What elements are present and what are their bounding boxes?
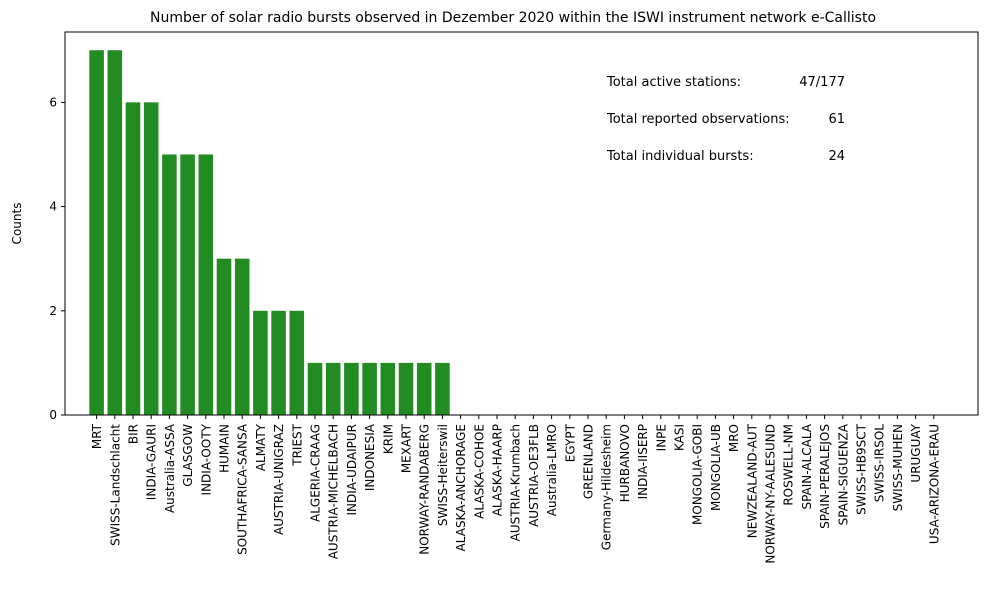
y-tick-label: 0 [49,408,57,422]
x-tick-label: INDIA-UDAIPUR [345,424,359,516]
bar-mexart [398,362,414,415]
x-tick-label: ALMATY [254,423,268,471]
x-tick-label: INPE [654,424,668,451]
plot-frame [64,31,979,416]
x-tick-label: ALASKA-COHOE [472,424,486,519]
bar-mrt [89,50,104,415]
x-tick-label: MONGOLIA-UB [709,424,723,511]
x-tick-label: KRIM [381,424,395,454]
x-tick-label: INDIA-OOTY [199,423,213,495]
x-tick-label: HUMAIN [218,424,232,473]
bar-humain [216,258,232,415]
annotation-label: Total active stations: [606,75,741,90]
bar-swiss-heiterswil [435,362,450,415]
x-tick-label: TRIEST [290,423,304,466]
x-tick-label: EGYPT [563,423,577,462]
x-tick-label: AUSTRIA-UNIGRAZ [272,424,286,535]
bar-australia-assa [162,154,177,415]
x-tick-label: Germany-Hildesheim [600,424,614,550]
bar-southafrica-sansa [234,258,250,415]
bar-krim [380,362,396,415]
x-tick-label: ROSWELL-NM [782,424,796,506]
annotation-box: Total active stations: 47/177 Total report… [606,75,845,164]
y-tick-label: 2 [49,304,57,318]
x-tick-label: SWISS-Heiterswil [436,424,450,526]
x-tick-label: GLASGOW [181,424,195,487]
x-tick-label: ALASKA-ANCHORAGE [454,424,468,551]
x-tick-label: NEWZEALAND-AUT [745,423,759,538]
x-tick-label: MRO [727,424,741,452]
y-axis-label: Counts [10,203,24,245]
x-tick-label: NORWAY-RANDABERG [418,424,432,555]
y-axis: 0 2 4 6 [49,95,65,422]
x-tick-label: HURBANOVO [618,424,632,502]
chart-title: Number of solar radio bursts observed in… [150,10,876,26]
x-tick-label: SWISS-IRSOL [873,424,887,503]
x-axis: MRT SWISS-Landschlacht BIR INDIA-GAURI Austr… [90,415,941,564]
bar-glasgow [180,154,195,415]
x-tick-label: AUSTRIA-OE3FLB [527,424,541,527]
x-tick-label: NORWAY-NY-AALESUND [764,424,778,564]
x-tick-label: INDIA-IISERP [636,424,650,499]
bar-india-udaipur [344,362,359,415]
y-tick-label: 6 [49,95,57,109]
x-tick-label: SPAIN-PERALEJOS [818,424,832,529]
x-tick-label: Australia-ASSA [163,423,177,513]
bar-austria-unigraz [271,310,286,415]
annotation-value: 61 [828,112,845,127]
bar-austria-michelbach [325,362,341,415]
x-tick-label: SWISS-HB9SCT [855,423,869,514]
annotation-label: Total reported observations: [606,112,790,127]
x-tick-label: BIR [127,424,141,444]
x-tick-label: AUSTRIA-Krumbach [509,424,523,541]
x-tick-label: Australia-LMRO [545,424,559,516]
x-tick-label: INDONESIA [363,423,377,491]
bar-swiss-landschlacht [107,50,123,415]
x-tick-label: USA-ARIZONA-ERAU [927,424,941,544]
x-tick-label: SWISS-MUHEN [891,424,905,511]
x-tick-label: MEXART [400,423,414,473]
x-tick-label: SWISS-Landschlacht [108,424,122,546]
y-tick-label: 4 [49,200,57,214]
x-tick-label: SPAIN-ALCALA [800,423,814,509]
bars [89,50,450,416]
annotation-value: 47/177 [799,75,845,90]
x-tick-label: ALASKA-HAARP [491,424,505,516]
annotation-label: Total individual bursts: [606,149,754,164]
bar-norway-randaberg [416,362,432,415]
x-tick-label: MRT [90,423,104,449]
annotation-value: 24 [828,149,845,164]
x-tick-label: INDIA-GAURI [145,424,159,500]
x-tick-label: GREENLAND [582,424,596,499]
x-tick-label: URUGUAY [909,423,923,482]
x-tick-label: SPAIN-SIGUENZA [836,423,850,525]
bar-triest [289,310,305,415]
x-tick-label: MONGOLIA-GOBI [691,424,705,525]
x-tick-label: ALGERIA-CRAAG [309,424,323,522]
x-tick-label: KASI [673,424,687,451]
bar-india-ooty [198,154,214,415]
bar-almaty [253,310,268,415]
bar-algeria-craag [307,362,323,415]
bar-bir [125,102,141,416]
bar-indonesia [362,362,377,415]
bar-india-gauri [143,102,159,416]
x-tick-label: SOUTHAFRICA-SANSA [236,423,250,555]
x-tick-label: AUSTRIA-MICHELBACH [327,424,341,559]
